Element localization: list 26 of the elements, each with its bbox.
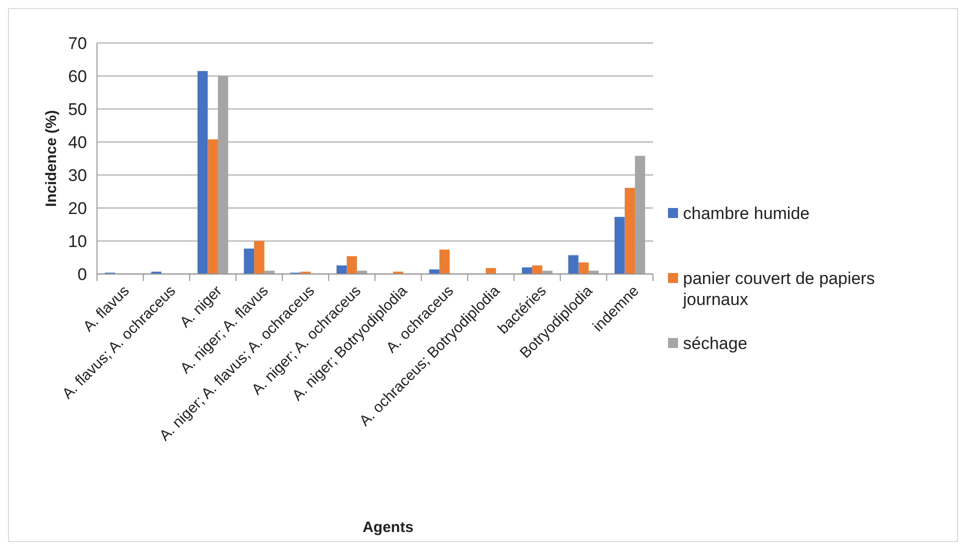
y-tick-label: 50: [68, 100, 87, 119]
bar: [346, 256, 357, 274]
legend-label: chambre humide: [683, 204, 810, 223]
y-tick-label: 30: [68, 166, 87, 185]
y-tick-label: 20: [68, 198, 87, 218]
bar: [254, 241, 264, 274]
bar: [532, 265, 542, 274]
y-tick-label: 40: [68, 132, 87, 152]
bar: [198, 71, 208, 274]
y-tick-label: 60: [68, 66, 87, 86]
bar: [568, 255, 578, 274]
y-tick-label: 70: [68, 34, 87, 53]
y-axis-title: Incidence (%): [43, 110, 60, 207]
bar: [614, 216, 625, 274]
legend-label: séchage: [683, 334, 748, 353]
y-tick-label: 0: [78, 264, 87, 284]
bar: [336, 265, 347, 274]
bar: [578, 262, 589, 274]
x-axis-title: Agents: [362, 519, 414, 536]
y-tick-label: 10: [68, 232, 87, 251]
legend-label: panier couvert de papiers journaux: [682, 268, 875, 310]
bar: [486, 268, 496, 274]
bar: [244, 248, 254, 274]
bar: [624, 188, 635, 274]
bar: [208, 139, 218, 274]
bar: [439, 250, 450, 274]
